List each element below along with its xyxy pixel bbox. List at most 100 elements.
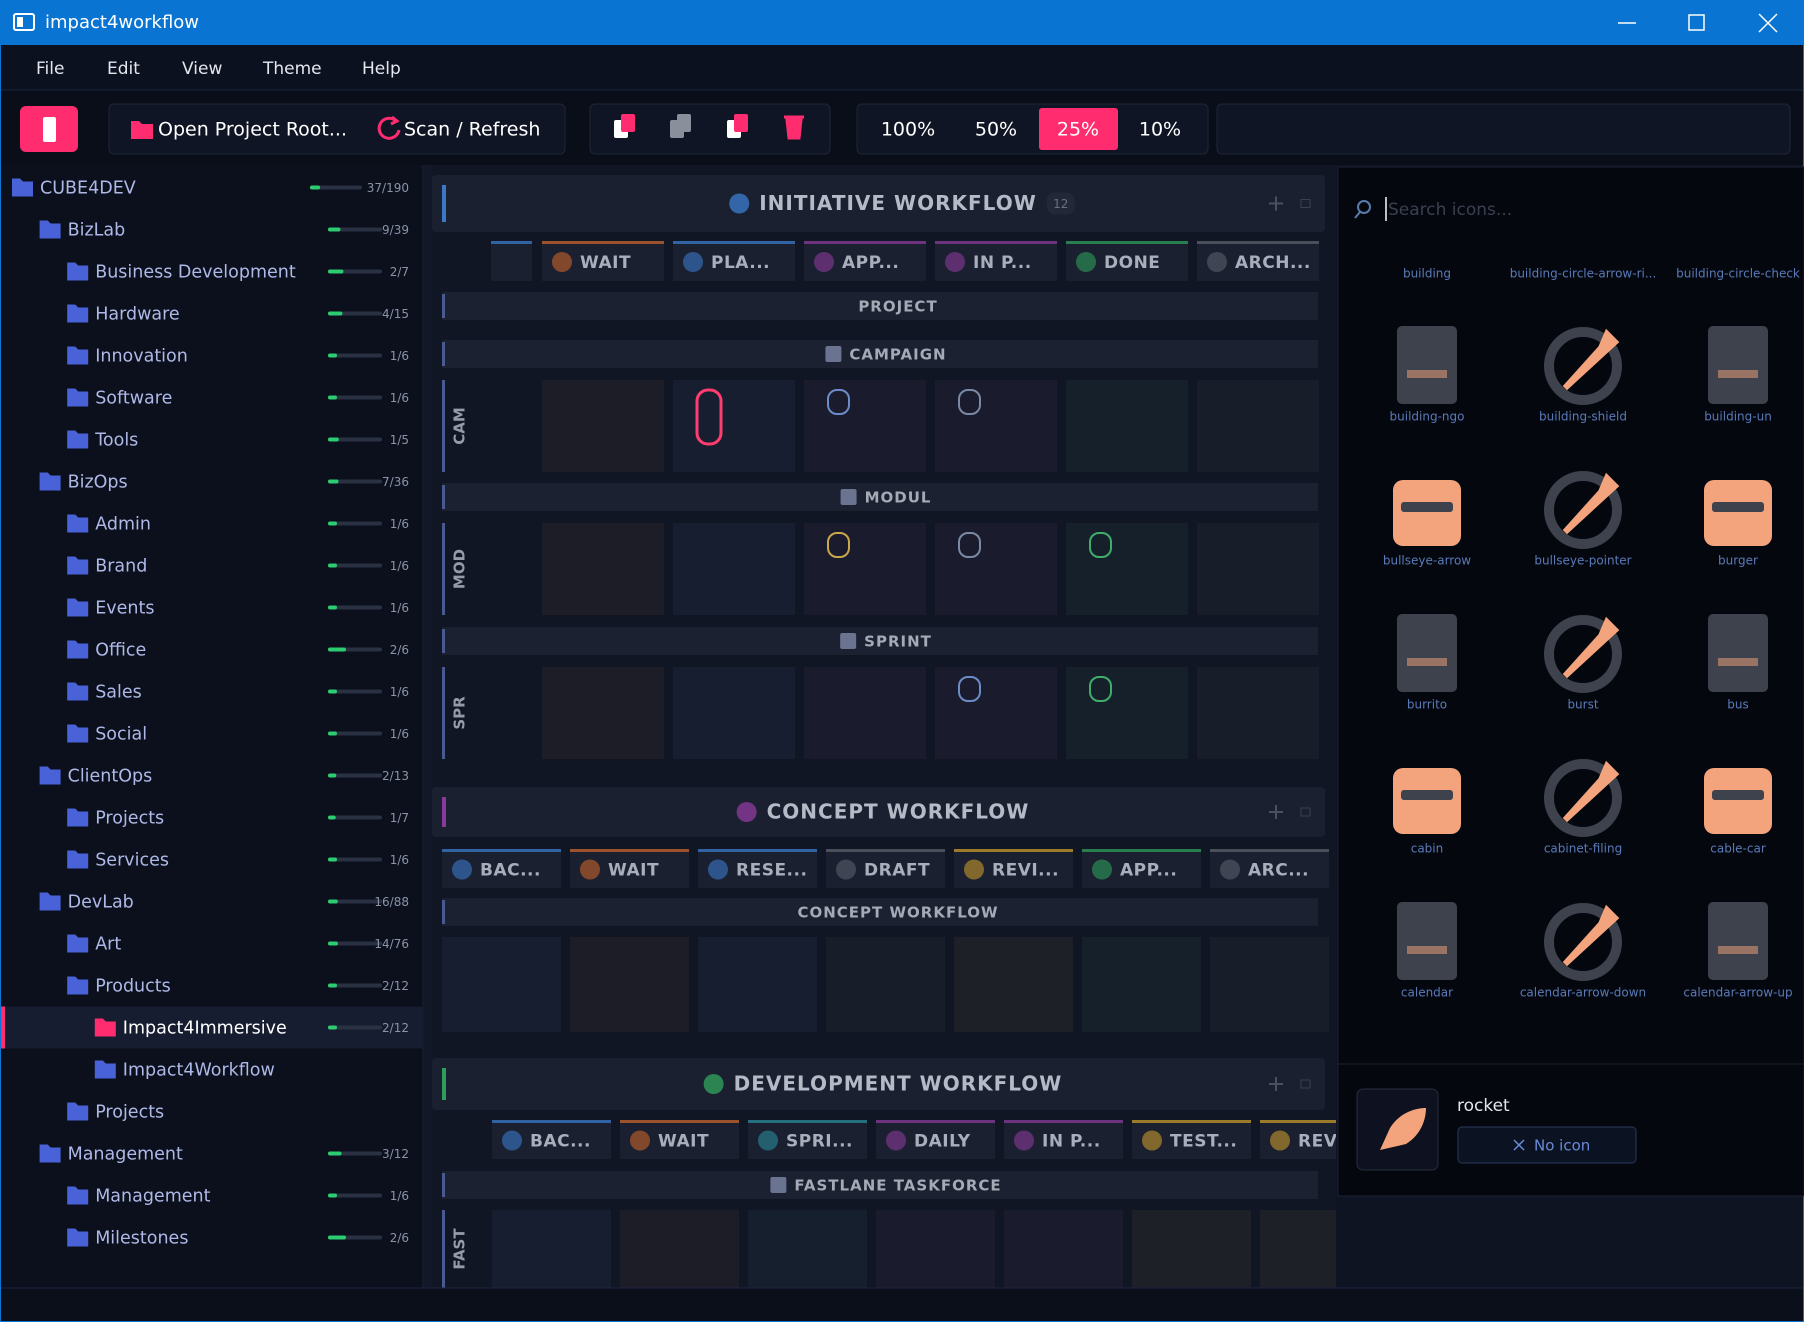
icon-tile[interactable]: bullseye-arrow — [1383, 480, 1471, 568]
icon-tile[interactable]: burrito — [1397, 614, 1457, 712]
icon-search-input[interactable]: Search icons... — [1388, 200, 1512, 220]
task-card[interactable] — [1089, 676, 1112, 702]
icon-tile[interactable]: bullseye-pointer — [1534, 471, 1632, 568]
task-card[interactable] — [958, 676, 981, 702]
icon-glyph — [1544, 471, 1622, 549]
menu-item[interactable]: File — [36, 59, 64, 79]
tree-row[interactable]: Software 1/6 — [67, 388, 409, 409]
workflow-menu-button[interactable] — [1300, 199, 1311, 208]
menu-item[interactable]: Theme — [262, 59, 322, 79]
tree-row[interactable]: Impact4Workflow — [94, 1060, 275, 1081]
tree-row[interactable]: Management 1/6 — [67, 1186, 409, 1207]
folder-icon — [67, 640, 89, 659]
icon-tile[interactable]: cabin — [1393, 768, 1461, 856]
app-icon-inner — [17, 17, 23, 27]
maximize-button[interactable] — [1688, 14, 1705, 31]
tree-row[interactable]: Projects — [67, 1102, 164, 1123]
zoom-active-highlight — [1039, 108, 1118, 150]
lane-cell — [1066, 667, 1188, 759]
column-color-strip — [542, 241, 664, 244]
tree-row[interactable]: DevLab 16/88 — [39, 892, 409, 913]
icon-label[interactable]: building — [1403, 267, 1451, 281]
zoom-button[interactable]: 10% — [1139, 119, 1181, 141]
tree-row[interactable]: BizOps 7/36 — [39, 472, 409, 493]
add-lane-button[interactable] — [1269, 805, 1283, 819]
add-lane-button[interactable] — [1269, 1077, 1283, 1091]
edit-tool-button[interactable] — [670, 114, 691, 138]
icon-tile[interactable]: calendar-arrow-down — [1520, 903, 1646, 1000]
zoom-button[interactable]: 25% — [1057, 119, 1099, 141]
tree-row[interactable]: Events 1/6 — [67, 598, 409, 619]
task-card[interactable] — [1089, 532, 1112, 558]
clear-icon-button[interactable] — [1457, 1126, 1637, 1164]
icon-tile[interactable]: cabinet-filing — [1544, 759, 1622, 856]
add-lane-button[interactable] — [1269, 196, 1283, 211]
tree-label: Business Development — [95, 263, 296, 283]
tree-row[interactable]: Social 1/6 — [67, 724, 409, 745]
icon-tile[interactable]: bus — [1708, 614, 1768, 712]
tree-label: Admin — [95, 515, 151, 535]
tree-row[interactable]: Innovation 1/6 — [67, 346, 409, 367]
task-card[interactable] — [827, 532, 850, 558]
zoom-button[interactable]: 100% — [881, 119, 935, 141]
tree-row[interactable]: BizLab 9/39 — [39, 220, 409, 241]
progress-track — [328, 479, 382, 484]
zoom-button[interactable]: 50% — [975, 119, 1017, 141]
tree-row[interactable]: Admin 1/6 — [67, 514, 409, 535]
tree-row[interactable]: Hardware 4/15 — [67, 304, 409, 325]
progress-track — [328, 1151, 382, 1156]
progress-fill — [328, 983, 337, 988]
tree-row[interactable]: CUBE4DEV 37/190 — [12, 178, 409, 199]
tree-row[interactable]: Brand 1/6 — [67, 556, 409, 577]
menu-item[interactable]: View — [182, 59, 222, 79]
tree-row[interactable]: Management 3/12 — [39, 1144, 409, 1165]
title-bar — [0, 0, 1804, 45]
icon-tile[interactable]: building-ngo — [1390, 326, 1465, 424]
icon-tile[interactable]: cable-car — [1704, 768, 1772, 856]
task-card[interactable] — [827, 389, 850, 415]
lane-cell — [935, 667, 1057, 759]
edit-tool-button[interactable] — [614, 114, 635, 138]
lane-cell — [826, 937, 945, 1032]
task-card[interactable] — [695, 388, 723, 446]
lane-cell-tint — [570, 937, 689, 1032]
edit-tool-button[interactable] — [784, 115, 804, 140]
tree-row[interactable]: Sales 1/6 — [67, 682, 409, 703]
icon-tile[interactable]: burger — [1704, 480, 1772, 568]
open-project-button[interactable]: Open Project Root... — [158, 119, 347, 141]
tree-row[interactable]: Products 2/12 — [67, 976, 409, 997]
task-card[interactable] — [958, 389, 981, 415]
column-header — [491, 241, 532, 281]
icon-label[interactable]: building-circle-arrow-ri... — [1510, 267, 1657, 281]
task-card[interactable] — [958, 532, 981, 558]
tree-row[interactable]: Services 1/6 — [67, 850, 409, 871]
icon-tile[interactable]: calendar — [1397, 902, 1457, 1000]
icon-tile[interactable]: building-shield — [1539, 327, 1627, 424]
workflow-menu-button[interactable] — [1300, 807, 1311, 817]
tree-row[interactable]: Office 2/6 — [67, 640, 409, 661]
close-button[interactable] — [1758, 13, 1778, 33]
tree-row[interactable]: ClientOps 2/13 — [39, 766, 409, 787]
tree-row[interactable]: Art 14/76 — [67, 934, 409, 955]
tree-row[interactable]: Milestones 2/6 — [67, 1228, 409, 1249]
icon-tile[interactable]: burst — [1544, 615, 1622, 712]
tree-row[interactable]: Impact4Immersive 2/12 — [1, 1006, 423, 1049]
icon-tile[interactable]: building-un — [1704, 326, 1772, 424]
icon-tile[interactable]: calendar-arrow-up — [1683, 902, 1793, 1000]
lane-title: MODUL — [865, 489, 932, 507]
progress-label: 1/6 — [390, 349, 409, 363]
tree-row[interactable]: Projects 1/7 — [67, 808, 409, 829]
menu-item[interactable]: Edit — [107, 59, 140, 79]
icon-label[interactable]: building-circle-check — [1676, 267, 1800, 281]
progress-fill — [328, 479, 339, 484]
workflow-menu-button[interactable] — [1300, 1079, 1311, 1089]
scan-refresh-button[interactable]: Scan / Refresh — [404, 119, 540, 141]
selected-icon-name: rocket — [1457, 1096, 1510, 1116]
tree-row[interactable]: Business Development 2/7 — [67, 262, 409, 283]
lane-cell — [1004, 1210, 1123, 1288]
tree-row[interactable]: Tools 1/5 — [67, 430, 409, 451]
edit-tool-button[interactable] — [727, 114, 748, 138]
lane-accent — [442, 1173, 445, 1197]
workflow: CONCEPT WORKFLOW BAC... WAIT RESE... DRAFT RE… — [432, 787, 1329, 1032]
menu-item[interactable]: Help — [362, 59, 401, 79]
